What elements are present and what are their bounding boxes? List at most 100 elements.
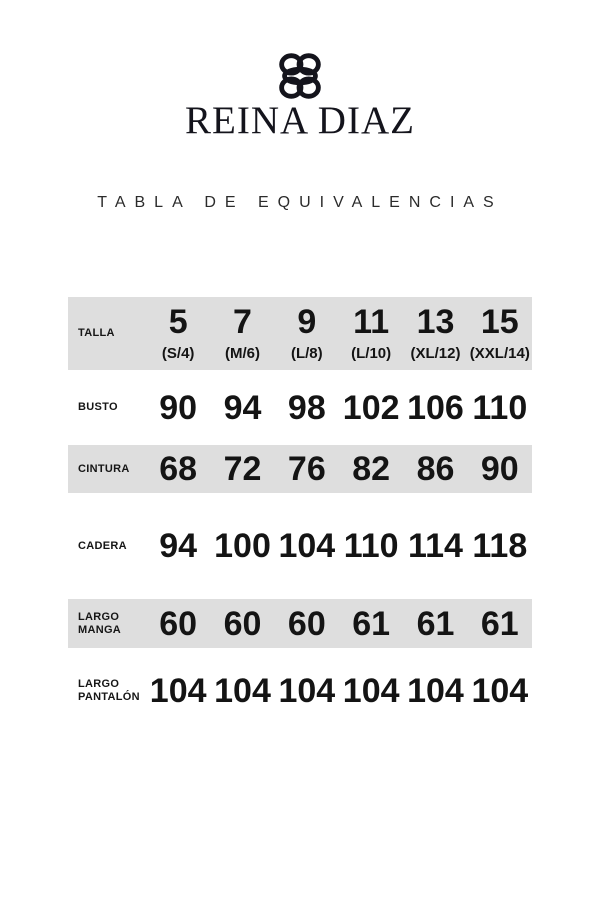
size-value-cell: 61: [403, 607, 467, 641]
size-value: 114: [408, 527, 463, 565]
size-value-cell: 98: [275, 391, 339, 425]
size-value: 104: [278, 672, 336, 710]
size-value-cell: 9 (L/8): [275, 305, 339, 362]
size-value-cell: 104: [468, 674, 532, 708]
size-value: 15: [480, 303, 519, 341]
size-value: 94: [223, 388, 262, 427]
table-row: BUSTO 90 94 98 102 106 110: [68, 370, 532, 445]
size-value: 102: [342, 388, 400, 427]
size-value-cell: 86: [403, 452, 467, 486]
size-value-cell: 7 (M/6): [210, 305, 274, 362]
size-value: 90: [480, 450, 519, 488]
size-value-cell: 76: [275, 452, 339, 486]
size-value-cell: 61: [468, 607, 532, 641]
size-value: 86: [416, 450, 455, 488]
size-value-cell: 106: [403, 391, 467, 425]
size-value: 104: [342, 672, 400, 710]
size-value: 72: [223, 450, 262, 488]
size-value: 76: [287, 450, 326, 488]
size-sublabel: (S/4): [161, 345, 195, 362]
size-value: 9: [297, 303, 317, 341]
row-label: TALLA: [78, 327, 115, 340]
size-value-cell: 90: [468, 452, 532, 486]
size-value-cell: 114: [403, 529, 467, 563]
size-value-cell: 102: [339, 391, 403, 425]
row-label: LARGO PANTALÓN: [78, 678, 140, 703]
table-row: CADERA 94 100 104 110 114 118: [68, 493, 532, 599]
size-value-cell: 104: [403, 674, 467, 708]
size-value-cell: 118: [468, 529, 532, 563]
size-value-cell: 94: [210, 391, 274, 425]
size-sublabel: (L/8): [290, 345, 323, 362]
size-value: 60: [223, 604, 262, 643]
knot-logo-icon: [279, 53, 321, 99]
size-value: 118: [472, 527, 528, 565]
row-label: CADERA: [78, 539, 127, 552]
size-sublabel: (M/6): [224, 345, 260, 362]
size-value-cell: 13 (XL/12): [403, 305, 467, 362]
size-value: 61: [480, 604, 519, 643]
size-value: 5: [168, 303, 188, 341]
brand-name: REINA DIAZ: [185, 99, 415, 142]
size-value: 61: [416, 604, 455, 643]
size-value: 104: [407, 672, 464, 710]
table-row: TALLA 5 (S/4) 7 (M/6) 9 (L/8) 11 (L/10) 13 (XL/12…: [68, 297, 532, 370]
size-value-cell: 100: [210, 529, 274, 563]
size-value: 61: [352, 604, 391, 643]
size-value-cell: 110: [339, 529, 403, 563]
size-value: 68: [159, 450, 198, 488]
size-value: 104: [214, 672, 271, 710]
size-value-cell: 90: [146, 391, 210, 425]
size-value-cell: 104: [339, 674, 403, 708]
size-value-cell: 60: [275, 607, 339, 641]
size-sublabel: (XL/12): [410, 345, 461, 362]
row-cells: 94 100 104 110 114 118: [146, 529, 532, 563]
size-table: TALLA 5 (S/4) 7 (M/6) 9 (L/8) 11 (L/10) 13 (XL/12…: [68, 297, 532, 734]
size-value-cell: 11 (L/10): [339, 305, 403, 362]
size-value-cell: 5 (S/4): [146, 305, 210, 362]
size-value: 106: [407, 388, 464, 427]
size-value: 104: [278, 527, 336, 565]
size-value: 60: [159, 604, 198, 643]
size-value-cell: 82: [339, 452, 403, 486]
row-label: BUSTO: [78, 401, 118, 414]
size-value-cell: 110: [468, 391, 532, 425]
size-value-cell: 61: [339, 607, 403, 641]
size-value-cell: 94: [146, 529, 210, 563]
size-sublabel: (XXL/14): [469, 345, 530, 362]
size-value: 90: [159, 388, 198, 427]
row-cells: 90 94 98 102 106 110: [146, 391, 532, 425]
size-value: 13: [416, 303, 455, 341]
table-row: LARGO PANTALÓN 104 104 104 104 104 104: [68, 648, 532, 734]
size-value: 7: [233, 303, 252, 341]
size-sublabel: (L/10): [351, 345, 392, 362]
row-label: LARGO MANGA: [78, 610, 122, 636]
size-value-cell: 60: [146, 607, 210, 641]
size-value: 104: [149, 672, 207, 710]
size-value: 104: [471, 672, 529, 710]
row-cells: 104 104 104 104 104 104: [146, 674, 532, 708]
row-label: CINTURA: [78, 462, 130, 475]
size-value: 110: [472, 388, 528, 427]
size-value-cell: 104: [275, 674, 339, 708]
size-value: 98: [287, 388, 326, 427]
size-value: 82: [352, 450, 391, 488]
size-value-cell: 15 (XXL/14): [468, 305, 532, 362]
row-cells: 5 (S/4) 7 (M/6) 9 (L/8) 11 (L/10) 13 (XL/12) 15 (XX…: [146, 305, 532, 362]
brand-logo: [0, 50, 600, 102]
table-row: CINTURA 68 72 76 82 86 90: [68, 445, 532, 493]
page-title: TABLA DE EQUIVALENCIAS: [97, 194, 503, 211]
size-value-cell: 104: [146, 674, 210, 708]
row-cells: 68 72 76 82 86 90: [146, 452, 532, 486]
row-cells: 60 60 60 61 61 61: [146, 607, 532, 641]
size-value-cell: 104: [210, 674, 274, 708]
size-value: 11: [353, 303, 390, 341]
size-value: 60: [287, 604, 326, 643]
table-row: LARGO MANGA 60 60 60 61 61 61: [68, 599, 532, 648]
size-value-cell: 68: [146, 452, 210, 486]
size-value-cell: 72: [210, 452, 274, 486]
size-value-cell: 104: [275, 529, 339, 563]
size-value: 94: [159, 527, 198, 565]
size-value: 110: [343, 527, 399, 565]
